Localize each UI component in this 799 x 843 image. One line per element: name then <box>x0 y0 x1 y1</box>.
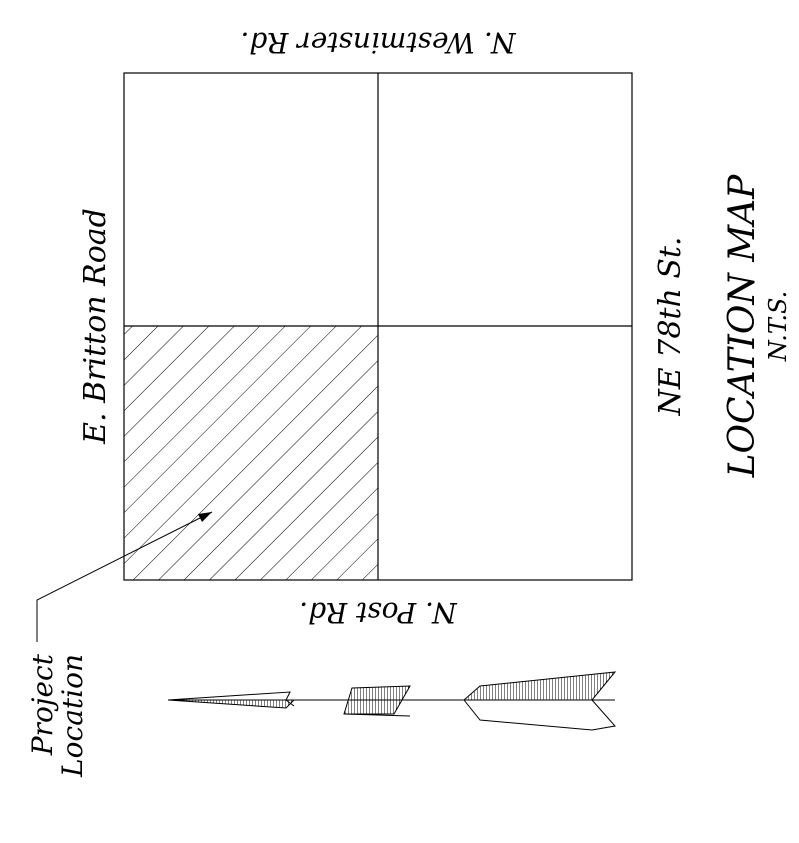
scale-note: N.T.S. <box>764 291 792 362</box>
project-label-line1: Project <box>26 653 59 756</box>
road-label-south: N. Post Rd. <box>299 596 458 629</box>
map-title: LOCATION MAP <box>722 174 763 479</box>
north-arrow <box>168 672 615 730</box>
project-label-line2: Location <box>56 654 89 778</box>
project-area-hatch <box>124 326 378 580</box>
road-label-north: N. Westminster Rd. <box>240 26 516 59</box>
road-label-west: E. Britton Road <box>78 208 113 445</box>
road-label-east: NE 78th St. <box>653 237 688 417</box>
